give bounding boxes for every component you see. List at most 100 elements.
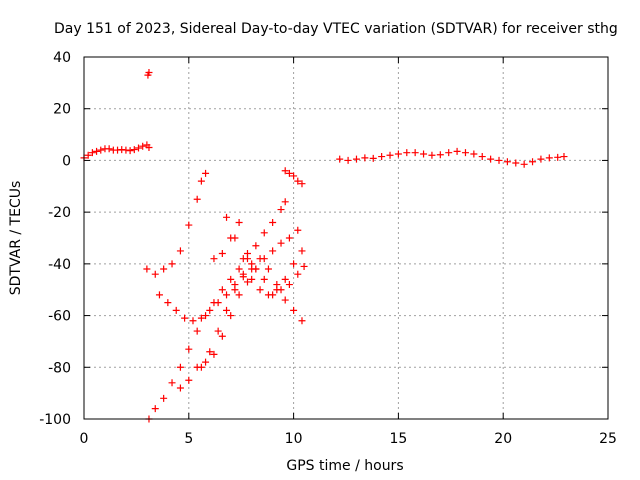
data-point <box>214 327 222 335</box>
data-point <box>294 270 302 278</box>
series-arc-4 <box>176 226 302 392</box>
series-arc-2 <box>155 265 256 325</box>
data-point <box>487 155 495 163</box>
y-tick-label: 40 <box>53 50 71 66</box>
data-point <box>290 172 298 180</box>
data-point <box>239 270 247 278</box>
data-point <box>281 275 289 283</box>
data-point <box>470 150 478 158</box>
data-points <box>80 69 568 423</box>
data-point <box>126 147 134 155</box>
grid <box>84 57 608 419</box>
data-point <box>130 146 138 154</box>
x-tick-label: 10 <box>285 431 303 447</box>
data-point <box>185 345 193 353</box>
data-point <box>210 255 218 263</box>
data-point <box>231 286 239 294</box>
data-point <box>529 158 537 166</box>
series-late-track-2 <box>487 153 568 168</box>
data-point <box>202 169 210 177</box>
y-tick-label: -100 <box>39 412 71 428</box>
data-point <box>151 270 159 278</box>
data-point <box>223 213 231 221</box>
data-point <box>269 218 277 226</box>
data-point <box>256 255 264 263</box>
data-point <box>206 348 214 356</box>
data-point <box>176 247 184 255</box>
data-point <box>545 154 553 162</box>
data-point <box>164 299 172 307</box>
data-point <box>453 147 461 155</box>
data-point <box>281 198 289 206</box>
data-point <box>210 299 218 307</box>
data-point <box>298 247 306 255</box>
y-axis-label: SDTVAR / TECUs <box>8 181 24 296</box>
data-point <box>264 291 272 299</box>
data-point <box>235 291 243 299</box>
data-point <box>298 317 306 325</box>
data-point <box>554 153 562 161</box>
data-point <box>185 376 193 384</box>
data-point <box>168 379 176 387</box>
data-point <box>252 265 260 273</box>
data-point <box>277 239 285 247</box>
series-arc-3 <box>145 198 289 423</box>
data-point <box>336 155 344 163</box>
data-point <box>193 327 201 335</box>
data-point <box>145 69 153 77</box>
data-point <box>139 142 147 150</box>
data-point <box>411 149 419 157</box>
data-point <box>197 314 205 322</box>
data-point <box>344 156 352 164</box>
data-point <box>285 169 293 177</box>
data-point <box>223 306 231 314</box>
data-point <box>537 155 545 163</box>
data-point <box>428 151 436 159</box>
data-point <box>185 221 193 229</box>
data-point <box>88 149 96 157</box>
data-point <box>361 154 369 162</box>
x-tick-label: 20 <box>494 431 512 447</box>
data-point <box>560 153 568 161</box>
data-point <box>294 226 302 234</box>
data-point <box>243 250 251 258</box>
data-point <box>193 195 201 203</box>
data-point <box>285 281 293 289</box>
data-point <box>436 151 444 159</box>
data-point <box>285 234 293 242</box>
data-point <box>172 306 180 314</box>
data-point <box>248 260 256 268</box>
series-spike <box>144 69 153 79</box>
data-point <box>281 296 289 304</box>
series-arc-7 <box>223 213 306 299</box>
data-point <box>151 405 159 413</box>
series-early-track <box>80 141 153 162</box>
data-point <box>134 144 142 152</box>
x-axis-label: GPS time / hours <box>286 458 403 474</box>
data-point <box>256 286 264 294</box>
data-point <box>243 278 251 286</box>
data-point <box>105 145 113 153</box>
data-point <box>189 317 197 325</box>
y-tick-label: -40 <box>48 257 71 273</box>
chart-title: Day 151 of 2023, Sidereal Day-to-day VTE… <box>54 21 618 37</box>
data-point <box>386 151 394 159</box>
data-point <box>290 306 298 314</box>
data-point <box>97 146 105 154</box>
x-tick-label: 15 <box>389 431 407 447</box>
data-point <box>394 150 402 158</box>
plot-frame <box>83 56 609 420</box>
data-point <box>273 286 281 294</box>
data-point <box>461 149 469 157</box>
axis-ticks: 0 5 10 15 20 25 -100 -80 -60 -40 -20 0 20 40 <box>39 50 617 447</box>
series-arc-5 <box>197 255 306 371</box>
series-arc-8 <box>281 167 306 188</box>
data-point <box>206 306 214 314</box>
data-point <box>93 147 101 155</box>
data-point <box>160 394 168 402</box>
data-point <box>227 312 235 320</box>
data-point <box>281 167 289 175</box>
data-point <box>218 332 226 340</box>
data-point <box>248 275 256 283</box>
